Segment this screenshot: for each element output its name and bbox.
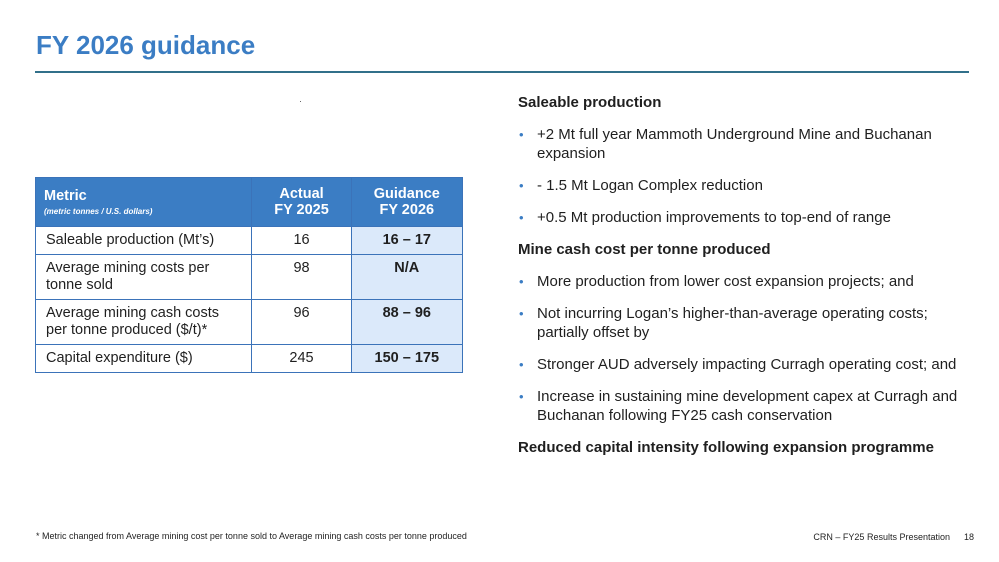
header-metric-note: (metric tonnes / U.S. dollars) (44, 207, 153, 216)
list-item: • +2 Mt full year Mammoth Underground Min… (518, 125, 968, 163)
list-item: • Stronger AUD adversely impacting Currag… (518, 355, 968, 374)
bullet-text: +2 Mt full year Mammoth Underground Mine… (537, 126, 932, 162)
section-heading-production: Saleable production (518, 94, 662, 111)
cell-actual: 16 (251, 226, 352, 255)
bullet-text: +0.5 Mt production improvements to top-e… (537, 209, 891, 226)
title-divider (35, 71, 969, 73)
bullet-text: Not incurring Logan’s higher-than-averag… (537, 305, 928, 341)
cell-guidance: 150 – 175 (350, 344, 464, 373)
bullet-icon: • (519, 274, 524, 289)
footnote: * Metric changed from Average mining cos… (36, 531, 467, 541)
list-item: • +0.5 Mt production improvements to top-… (518, 208, 968, 227)
cell-guidance: 88 – 96 (350, 299, 464, 345)
table-header-row: Metric (metric tonnes / U.S. dollars) Ac… (34, 177, 464, 227)
bullet-icon: • (519, 210, 524, 225)
slide-footer: CRN – FY25 Results Presentation 18 (813, 532, 974, 542)
header-actual-line1: Actual (279, 186, 324, 202)
bullet-icon: • (519, 127, 524, 142)
section-heading-capital: Reduced capital intensity following expa… (518, 439, 934, 456)
list-item: • More production from lower cost expansi… (518, 272, 968, 291)
list-item: • Increase in sustaining mine development… (518, 387, 968, 425)
bullet-list-production: • +2 Mt full year Mammoth Underground Min… (518, 125, 968, 227)
bullet-icon: • (519, 357, 524, 372)
bullet-text: Stronger AUD adversely impacting Curragh… (537, 356, 957, 373)
page-number: 18 (963, 532, 974, 542)
bullet-text: - 1.5 Mt Logan Complex reduction (537, 177, 763, 194)
header-actual-line2: FY 2025 (274, 202, 329, 218)
header-metric: Metric (metric tonnes / U.S. dollars) (34, 177, 253, 227)
cell-metric: Average mining cash costs per tonne prod… (34, 299, 253, 345)
guidance-table: Metric (metric tonnes / U.S. dollars) Ac… (34, 177, 464, 373)
presentation-name: CRN – FY25 Results Presentation (813, 532, 950, 542)
header-actual: Actual FY 2025 (251, 177, 352, 227)
bullet-list-cash-cost: • More production from lower cost expansi… (518, 272, 968, 425)
bullet-text: Increase in sustaining mine development … (537, 388, 958, 424)
table-row: Average mining cash costs per tonne prod… (34, 299, 464, 345)
cell-metric: Average mining costs per tonne sold (34, 254, 253, 300)
header-metric-label: Metric (44, 188, 87, 204)
bullet-icon: • (519, 178, 524, 193)
list-item: • - 1.5 Mt Logan Complex reduction (518, 176, 968, 195)
cell-actual: 98 (251, 254, 352, 300)
commentary-panel: Saleable production • +2 Mt full year Mam… (518, 93, 968, 457)
cell-metric: Capital expenditure ($) (34, 344, 253, 373)
header-guidance: Guidance FY 2026 (350, 177, 464, 227)
table-row: Saleable production (Mt’s) 16 16 – 17 (34, 226, 464, 255)
stray-dot (300, 101, 301, 102)
cell-actual: 96 (251, 299, 352, 345)
bullet-icon: • (519, 306, 524, 321)
header-guidance-line1: Guidance (373, 186, 440, 202)
cell-metric: Saleable production (Mt’s) (34, 226, 253, 255)
cell-guidance: 16 – 17 (350, 226, 464, 255)
bullet-icon: • (519, 389, 524, 404)
slide-title: FY 2026 guidance (36, 30, 256, 60)
cell-actual: 245 (251, 344, 352, 373)
bullet-text: More production from lower cost expansio… (537, 273, 914, 290)
section-heading-cash-cost: Mine cash cost per tonne produced (518, 241, 771, 258)
list-item: • Not incurring Logan’s higher-than-avera… (518, 304, 968, 342)
table-row: Average mining costs per tonne sold 98 N… (34, 254, 464, 300)
table-row: Capital expenditure ($) 245 150 – 175 (34, 344, 464, 373)
header-guidance-line2: FY 2026 (379, 202, 435, 218)
cell-guidance: N/A (350, 254, 464, 300)
